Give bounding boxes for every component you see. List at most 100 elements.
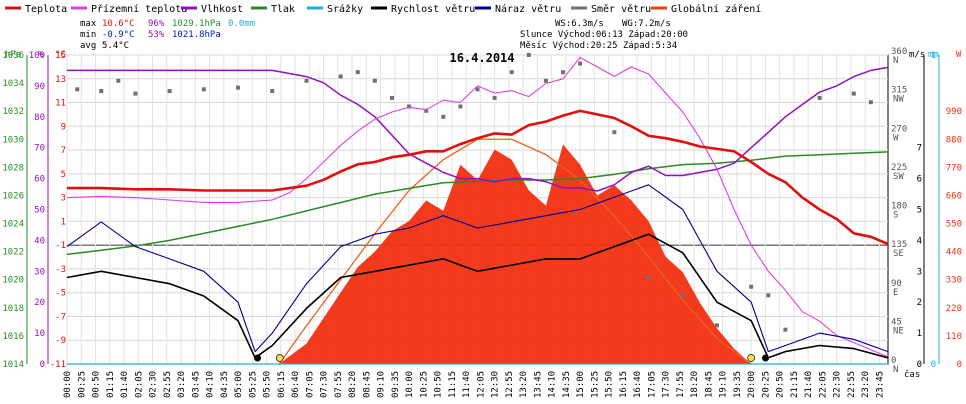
wind-direction-point xyxy=(749,284,754,289)
axis-direction-tick: 270 xyxy=(891,124,907,134)
x-tick-label: 02:55 xyxy=(163,371,173,398)
axis-radiation-tick: 770 xyxy=(946,163,962,173)
x-tick-label: 01:15 xyxy=(106,371,116,398)
axis-pressure-tick: 1026 xyxy=(2,191,24,201)
axis-temperature-tick: -5 xyxy=(55,289,66,299)
x-tick-label: 19:35 xyxy=(733,371,743,398)
x-tick-label: 09:10 xyxy=(377,371,387,398)
wind-direction-point xyxy=(868,100,873,105)
axis-pressure-tick: 1030 xyxy=(2,135,24,145)
axis-radiation-tick: 550 xyxy=(946,220,962,230)
wind-direction-point xyxy=(116,78,121,83)
axis-pressure-tick: 1014 xyxy=(2,360,24,370)
wind-direction-point xyxy=(75,87,80,92)
axis-humidity-tick: 30 xyxy=(34,267,45,277)
x-tick-label: 05:50 xyxy=(263,371,273,398)
x-tick-label: 16:40 xyxy=(633,371,643,398)
chart-title: 16.4.2014 xyxy=(449,51,514,65)
sun-times: Slunce Východ:06:13 Západ:20:00 xyxy=(520,30,688,40)
axis-temperature-label: °C xyxy=(55,50,66,60)
x-tick-label: 15:00 xyxy=(576,371,586,398)
wind-direction-point xyxy=(372,78,377,83)
wind-direction-point xyxy=(612,130,617,135)
axis-humidity-tick: 80 xyxy=(34,113,45,123)
moonrise-marker xyxy=(762,354,770,362)
axis-radiation-tick: 660 xyxy=(946,191,962,201)
x-tick-label: 03:20 xyxy=(177,371,187,398)
stats-value: 1029.1hPa xyxy=(172,19,221,29)
axis-direction-tick: 0 xyxy=(891,356,896,366)
x-tick-label: 20:00 xyxy=(747,371,757,398)
wind-direction-point xyxy=(355,70,360,75)
x-tick-label: 20:25 xyxy=(761,371,771,398)
wind-direction-point xyxy=(133,91,138,96)
axis-wind-tick: 4 xyxy=(917,236,922,246)
stats-value: 1021.8hPa xyxy=(172,30,221,40)
axis-radiation-tick: 220 xyxy=(946,304,962,314)
x-tick-label: 15:50 xyxy=(605,371,615,398)
series-temperature xyxy=(67,109,889,246)
wind-speed-readout: WS:6.3m/s xyxy=(555,19,604,29)
sunset-marker xyxy=(747,354,756,362)
axis-direction-tick: N xyxy=(893,56,898,66)
x-tick-label: 17:05 xyxy=(647,371,657,398)
series-ground-temperature xyxy=(66,56,889,358)
axis-radiation-tick: 880 xyxy=(946,135,962,145)
wind-direction-point xyxy=(407,104,412,109)
wind-direction-point xyxy=(236,85,241,90)
axis-radiation-tick: 330 xyxy=(946,276,962,286)
sunrise-marker xyxy=(275,354,284,362)
x-tick-label: 20:50 xyxy=(776,371,786,398)
series-radiation-theoretical xyxy=(278,138,752,365)
axis-humidity-tick: 40 xyxy=(34,236,45,246)
axis-temperature-tick: 11 xyxy=(55,99,66,109)
x-tick-label: 06:40 xyxy=(291,371,301,398)
wind-direction-point xyxy=(526,53,531,57)
x-tick-label: 15:25 xyxy=(590,371,600,398)
axis-direction-tick: 180 xyxy=(891,202,907,212)
wind-direction-point xyxy=(458,104,463,109)
stats-value: 0.0mm xyxy=(228,19,255,29)
axis-pressure-tick: 1034 xyxy=(2,79,24,89)
legend-item-label: Náraz větru xyxy=(495,3,561,15)
x-tick-label: 22:05 xyxy=(818,371,828,398)
axis-wind-tick: 6 xyxy=(917,175,922,185)
axis-humidity-tick: 100 xyxy=(29,51,45,61)
axis-radiation-tick: 110 xyxy=(946,332,962,342)
stats-row-label: avg xyxy=(80,41,96,51)
x-tick-label: 22:55 xyxy=(847,371,857,398)
axis-pressure-tick: 1032 xyxy=(2,107,24,117)
x-axis-label: čas xyxy=(904,369,920,380)
wind-direction-point xyxy=(201,87,206,92)
x-tick-label: 14:10 xyxy=(548,371,558,398)
axis-humidity-tick: 70 xyxy=(34,144,45,154)
axis-direction-tick: 225 xyxy=(891,163,907,173)
axis-pressure-tick: 1020 xyxy=(2,276,24,286)
wind-direction-point xyxy=(424,108,429,113)
series-wind-speed xyxy=(66,233,889,359)
axis-direction-tick: NW xyxy=(893,95,904,105)
axis-direction-tick: 315 xyxy=(891,86,907,96)
axis-rain-tick: 0 xyxy=(931,360,936,370)
x-tick-label: 06:15 xyxy=(277,371,287,398)
wind-direction-point xyxy=(304,78,309,83)
wind-direction-point xyxy=(561,70,566,75)
series-pressure xyxy=(66,151,889,256)
axis-pressure-tick: 1024 xyxy=(2,220,24,230)
axis-wind-tick: 3 xyxy=(917,267,922,277)
axis-wind-label: m/s xyxy=(909,50,925,60)
wind-direction-point xyxy=(646,276,651,281)
wind-direction-point xyxy=(509,70,514,75)
series-humidity xyxy=(67,66,889,192)
wind-direction-point xyxy=(99,89,104,94)
x-tick-label: 07:55 xyxy=(334,371,344,398)
x-tick-label: 17:30 xyxy=(662,371,672,398)
x-tick-label: 02:05 xyxy=(134,371,144,398)
wind-direction-point xyxy=(338,74,343,79)
wind-direction-point xyxy=(578,61,583,66)
x-tick-label: 13:20 xyxy=(519,371,529,398)
axis-direction-tick: W xyxy=(893,133,899,143)
x-tick-label: 18:45 xyxy=(704,371,714,398)
series-global-radiation-area xyxy=(279,144,752,364)
